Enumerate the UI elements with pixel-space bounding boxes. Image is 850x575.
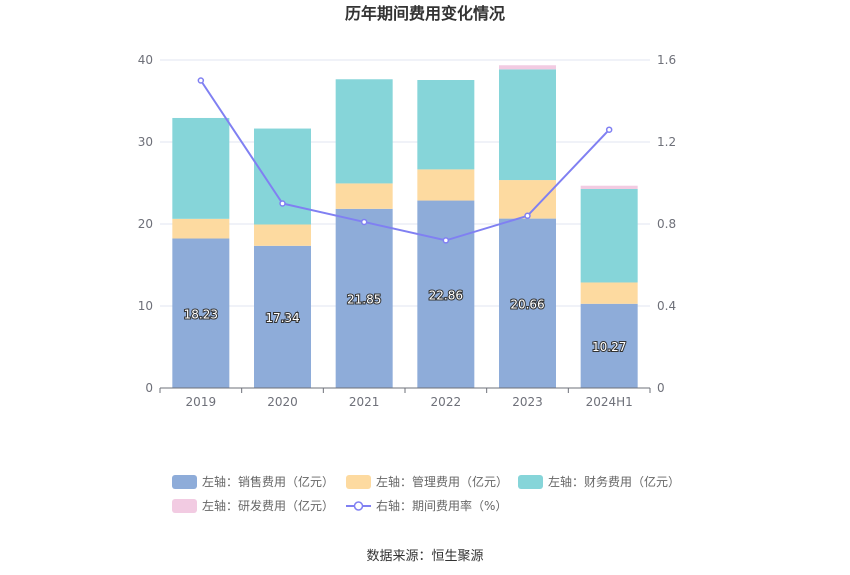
right-tick-label: 0.8	[657, 217, 676, 231]
bar-data-label: 10.27	[592, 340, 626, 354]
x-axis: 2019 2020 2021 2022 2023 2024H1	[159, 387, 651, 409]
bar-segment	[499, 218, 556, 388]
legend-item[interactable]: 左轴：财务费用（亿元）	[518, 474, 680, 489]
bar-data-label: 18.23	[184, 307, 218, 321]
bar-data-label: 22.86	[429, 288, 463, 302]
legend-item[interactable]: 右轴：期间费用率（%）	[346, 498, 507, 513]
legend-label: 右轴：期间费用率（%）	[376, 498, 507, 513]
bar-segment	[417, 169, 475, 201]
rate-point	[524, 212, 531, 220]
chart-title: 历年期间费用变化情况	[345, 4, 505, 23]
legend-swatch	[172, 499, 197, 513]
bar-segment	[172, 218, 230, 239]
right-tick-label: 0.4	[657, 299, 676, 313]
bar-segment	[254, 245, 311, 388]
legend-item[interactable]: 左轴：销售费用（亿元）	[172, 474, 334, 489]
bar-data-label: 21.85	[347, 292, 381, 306]
rate-point	[605, 126, 613, 133]
bar-segment	[254, 224, 311, 246]
rate-point	[279, 200, 286, 207]
rate-point	[197, 77, 205, 84]
bars	[172, 65, 638, 388]
bar-segment	[172, 117, 230, 219]
bar-segment	[499, 180, 556, 219]
rate-line-path	[200, 79, 610, 242]
bar-segment	[417, 80, 475, 170]
bar-data-label: 20.66	[510, 297, 544, 311]
bar-segment	[580, 303, 638, 388]
bar-segment	[335, 79, 393, 184]
rate-line	[197, 77, 613, 244]
right-tick-label: 0	[657, 381, 665, 395]
bar-segment	[499, 65, 556, 70]
bar-segment	[335, 208, 393, 388]
x-tick-label: 2024H1	[586, 395, 633, 409]
right-tick-label: 1.2	[657, 135, 676, 149]
data-source: 数据来源：恒生聚源	[366, 549, 483, 564]
legend-swatch	[172, 475, 197, 489]
legend[interactable]: 左轴：销售费用（亿元） 左轴：管理费用（亿元） 左轴：财务费用（亿元） 左轴：研发费用…	[172, 474, 680, 513]
legend-swatch	[518, 475, 543, 489]
bar-segment	[580, 188, 638, 283]
left-axis: 0 10 20 30 40	[138, 53, 153, 395]
rate-point	[360, 218, 368, 226]
legend-label: 左轴：管理费用（亿元）	[376, 474, 508, 489]
x-tick-label: 2023	[512, 395, 543, 409]
bar-segment	[417, 200, 475, 388]
left-tick-label: 0	[145, 381, 153, 395]
legend-item[interactable]: 左轴：管理费用（亿元）	[346, 474, 508, 489]
x-tick-label: 2021	[349, 395, 380, 409]
left-tick-label: 20	[138, 217, 153, 231]
right-axis: 0 0.4 0.8 1.2 1.6	[657, 53, 676, 395]
legend-swatch	[346, 475, 371, 489]
grid	[160, 59, 650, 307]
bar-segment	[499, 69, 556, 181]
bar-segment	[580, 282, 638, 304]
left-tick-label: 10	[138, 299, 153, 313]
rate-point	[442, 237, 450, 244]
right-tick-label: 1.6	[657, 53, 676, 67]
legend-item[interactable]: 左轴：研发费用（亿元）	[172, 498, 334, 513]
x-tick-label: 2020	[267, 395, 298, 409]
legend-marker	[353, 501, 364, 511]
bar-segment	[335, 183, 393, 209]
x-tick-label: 2019	[186, 395, 217, 409]
bar-segment	[172, 238, 230, 388]
x-tick-label: 2022	[431, 395, 462, 409]
left-tick-label: 30	[138, 135, 153, 149]
legend-label: 左轴：销售费用（亿元）	[202, 474, 334, 489]
legend-label: 左轴：研发费用（亿元）	[202, 498, 334, 513]
bar-segment	[254, 128, 311, 225]
bar-segment	[580, 185, 638, 189]
left-tick-label: 40	[138, 53, 153, 67]
bar-data-label: 17.34	[265, 311, 299, 325]
legend-label: 左轴：财务费用（亿元）	[548, 474, 680, 489]
bar-labels: 18.23 17.34 21.85 22.86 20.66 10.27	[183, 287, 628, 355]
